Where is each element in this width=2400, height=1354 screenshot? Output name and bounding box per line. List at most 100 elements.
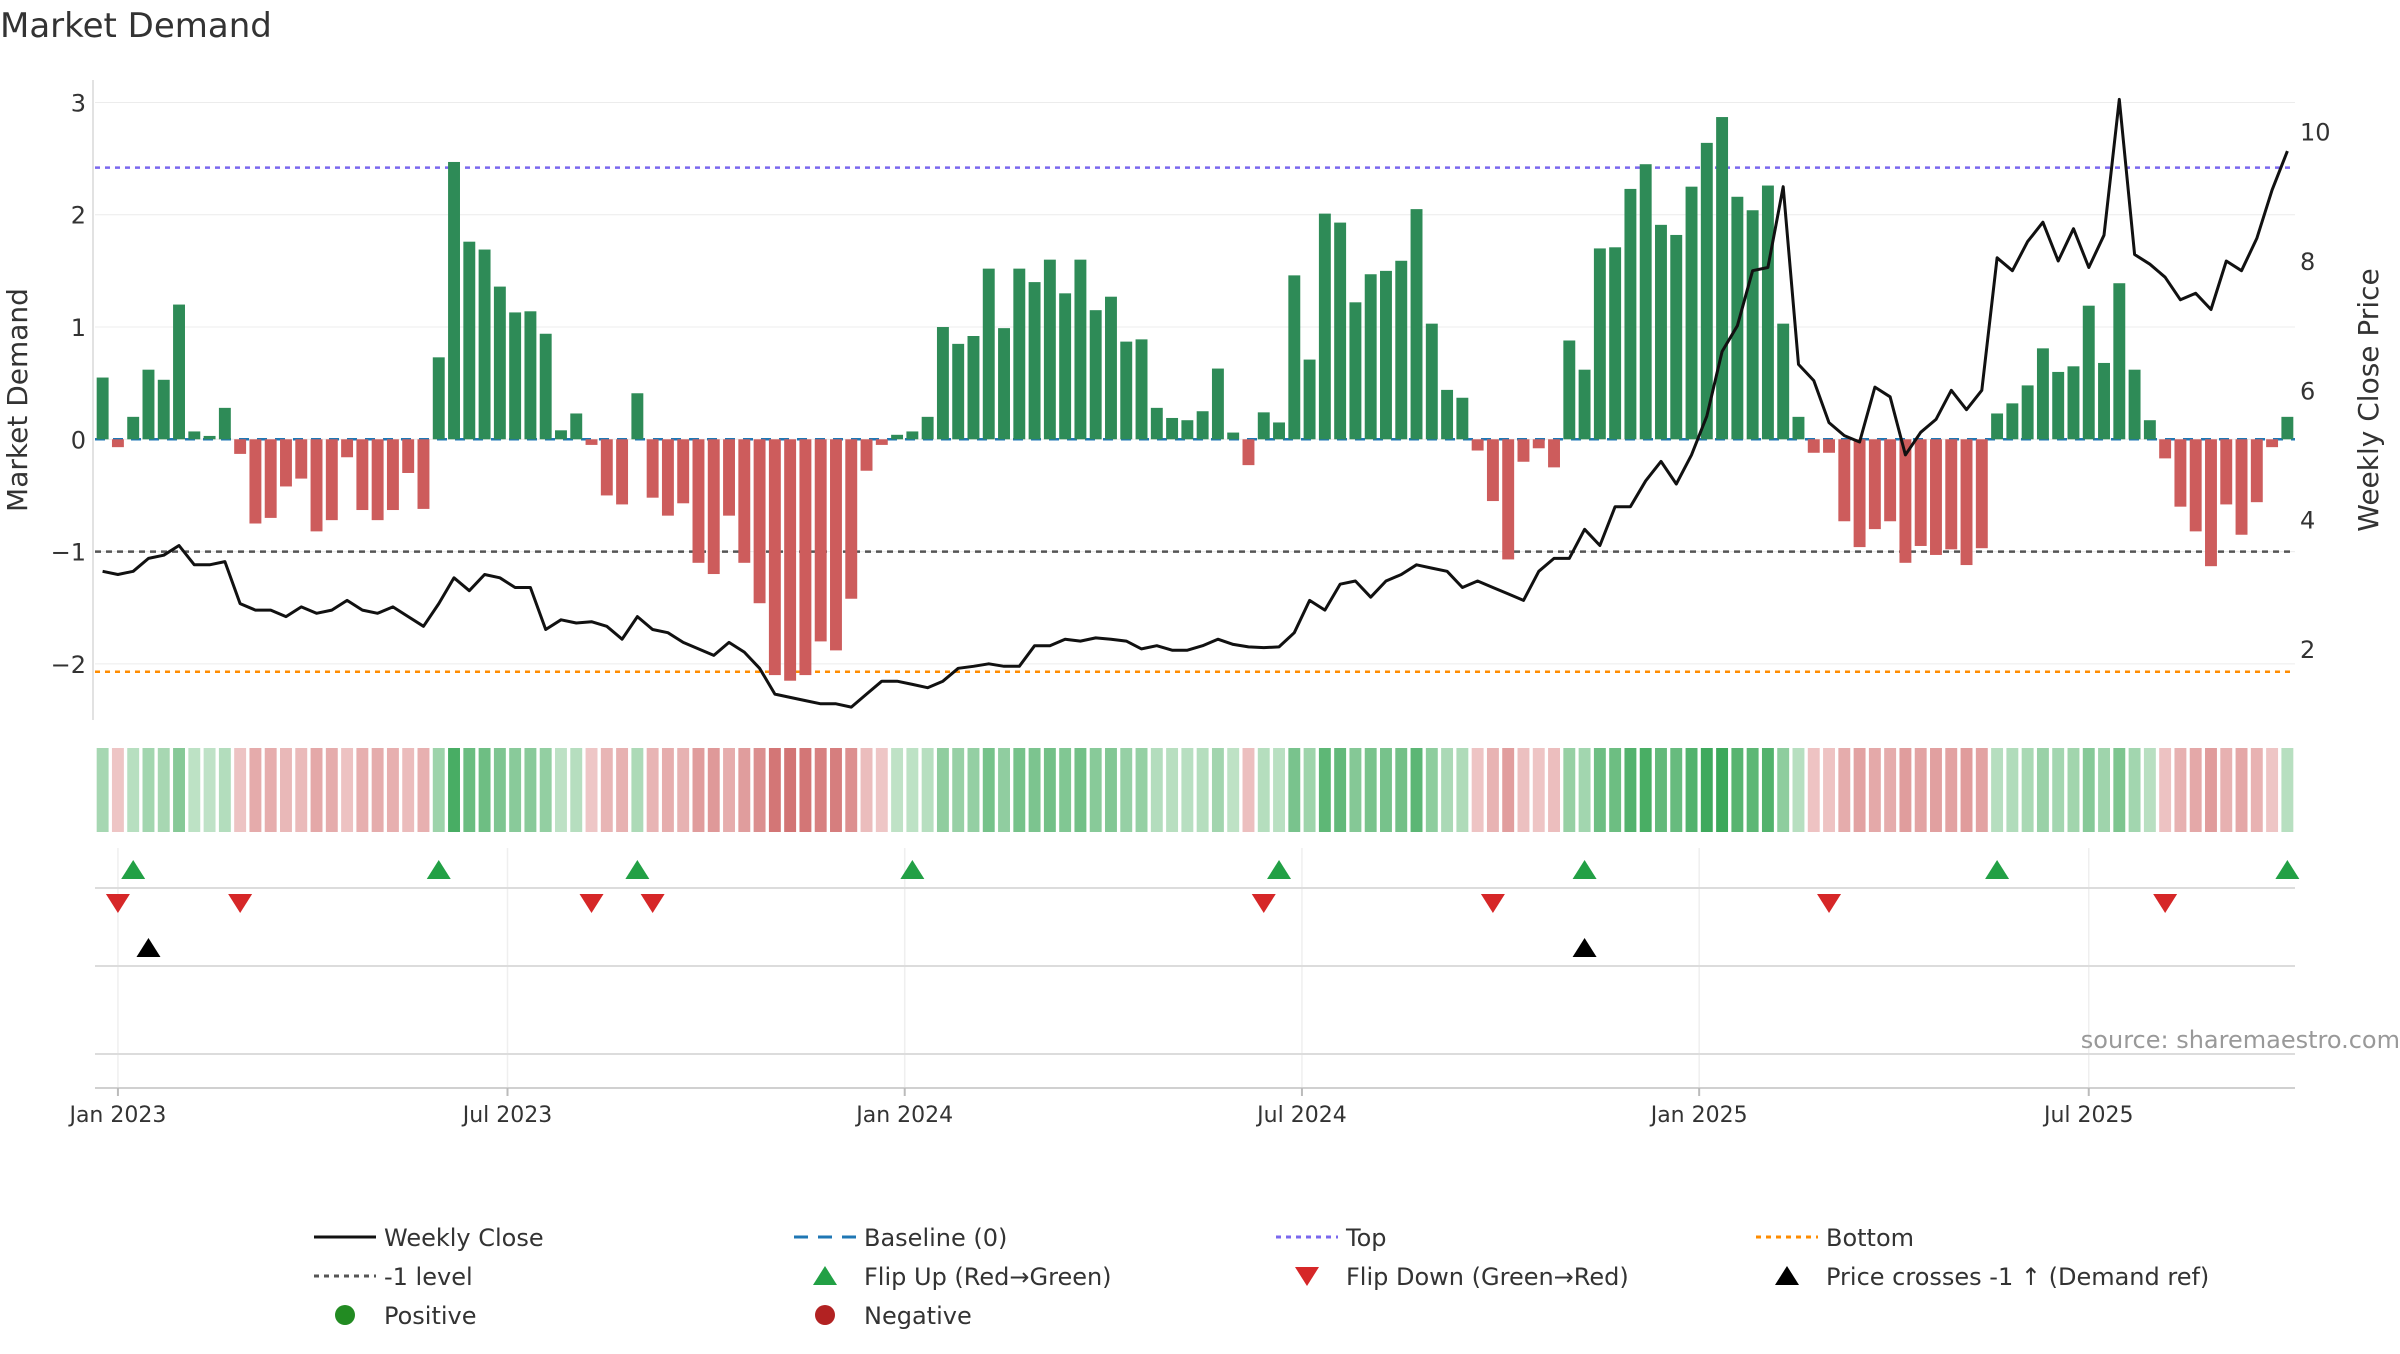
heat-cell [1135,748,1148,832]
demand-bar [1273,422,1285,440]
heat-cell [1731,748,1744,832]
heat-cell [982,748,995,832]
demand-bar [280,439,292,487]
heat-cell [417,748,430,832]
demand-bar [1655,224,1667,440]
heat-cell [478,748,491,832]
demand-bar [264,439,277,518]
heat-cell [1105,748,1117,832]
heat-cell [203,748,216,832]
heat-cell [295,748,308,832]
heat-cell [631,748,644,832]
heat-cell [875,748,888,832]
heat-cell [1425,748,1438,832]
heat-cell [1578,748,1591,832]
heat-cell [341,748,354,832]
price-cross-marker [136,938,161,957]
demand-bar [249,439,262,524]
demand-bar [524,311,537,440]
heat-cell [493,748,506,832]
legend-swatch [1295,1267,1319,1286]
demand-bar [295,439,308,479]
demand-bar [402,439,415,473]
demand-bar [585,439,598,445]
demand-bar [2113,283,2126,440]
heat-cell [1563,748,1576,832]
y-tick-label: −2 [51,651,86,679]
demand-bar [1639,164,1652,440]
y2-tick-label: 10 [2300,119,2331,147]
heat-cell [142,748,155,832]
price-cross-marker [1572,938,1597,957]
demand-bar [1991,413,2004,440]
demand-bar [509,312,522,440]
demand-bar [1685,186,1698,440]
demand-bar [1593,248,1606,440]
demand-bar [2082,305,2095,440]
heat-cell [1777,748,1790,832]
demand-bar [1716,117,1729,440]
heat-cell [509,748,522,832]
flip-up-marker [900,860,925,879]
demand-bar [2052,371,2065,440]
demand-bar [707,439,720,575]
heat-cell [2082,748,2095,832]
heat-cell [1318,748,1331,832]
legend-swatch [335,1305,355,1325]
heat-cell [921,748,934,832]
heat-cell [1685,748,1698,832]
demand-bar [341,439,354,458]
demand-bar [2036,348,2049,440]
source-label: source: sharemaestro.com [2081,1026,2400,1054]
heat-cell [646,748,659,832]
legend-label: Price crosses -1 ↑ (Demand ref) [1826,1263,2209,1291]
demand-bar [1777,323,1790,440]
heat-cell [1899,748,1912,832]
demand-bar [570,413,583,440]
legend-label: Top [1345,1224,1387,1252]
heat-cell [96,748,109,832]
heat-cell [2281,748,2294,832]
heat-cell [1410,748,1423,832]
demand-bar [555,430,567,440]
y-axis-label: Market Demand [1,288,34,512]
x-tick-label: Jan 2025 [1649,1103,1748,1128]
weekly-close-line [102,97,2289,709]
heat-cell [768,748,781,832]
heat-cell [280,748,292,832]
heat-cell [1380,748,1392,832]
heat-cell [371,748,384,832]
demand-bar [2159,439,2172,459]
demand-bar [646,439,659,498]
flip-down-marker [640,894,665,913]
heat-cell [1945,748,1958,832]
flip-up-marker [625,860,650,879]
x-tick-label: Jul 2023 [461,1103,553,1128]
demand-bar [2266,439,2279,448]
legend-label: Bottom [1826,1224,1914,1252]
demand-bar [1059,293,1072,440]
heat-cell [753,748,766,832]
heat-cell [1181,748,1194,832]
flip-down-marker [105,894,130,913]
flip-down-marker [1480,894,1505,913]
heat-cell [188,748,201,832]
demand-bar [1532,439,1545,449]
y2-tick-label: 2 [2300,636,2315,664]
demand-bar [1196,411,1209,440]
demand-bar [631,393,644,440]
heat-cell [967,748,980,832]
heat-cell [157,748,170,832]
heat-cell [616,748,629,832]
heat-cell [432,748,445,832]
heat-cell [661,748,674,832]
heat-cell [1624,748,1637,832]
heat-cell [1991,748,2004,832]
heat-cell [1150,748,1163,832]
demand-bar [998,328,1010,440]
heat-cell [1211,748,1224,832]
demand-bar [1609,247,1622,440]
heat-cell [2220,748,2233,832]
demand-bar [1884,439,1897,522]
heat-cell [1196,748,1209,832]
